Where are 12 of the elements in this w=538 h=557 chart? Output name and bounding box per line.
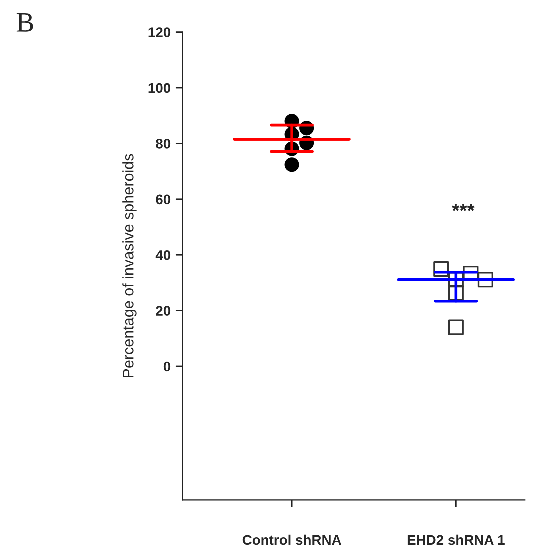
chart-title: B xyxy=(16,14,34,32)
y-tick-label: 0 xyxy=(164,362,171,372)
x-tick-label: Control shRNA xyxy=(242,534,342,546)
y-tick-label: 60 xyxy=(156,194,171,205)
x-tick-label: EHD2 shRNA 1 xyxy=(408,534,505,546)
y-tick-label: 40 xyxy=(156,250,171,260)
y-tick-label: 20 xyxy=(156,306,171,316)
y-tick-label: 100 xyxy=(148,83,171,94)
y-axis-title: Percentage of invasive spheroids xyxy=(122,154,137,378)
y-tick-label: 80 xyxy=(156,139,171,149)
annotation: *** xyxy=(452,204,475,212)
y-tick-label: 120 xyxy=(148,28,171,38)
